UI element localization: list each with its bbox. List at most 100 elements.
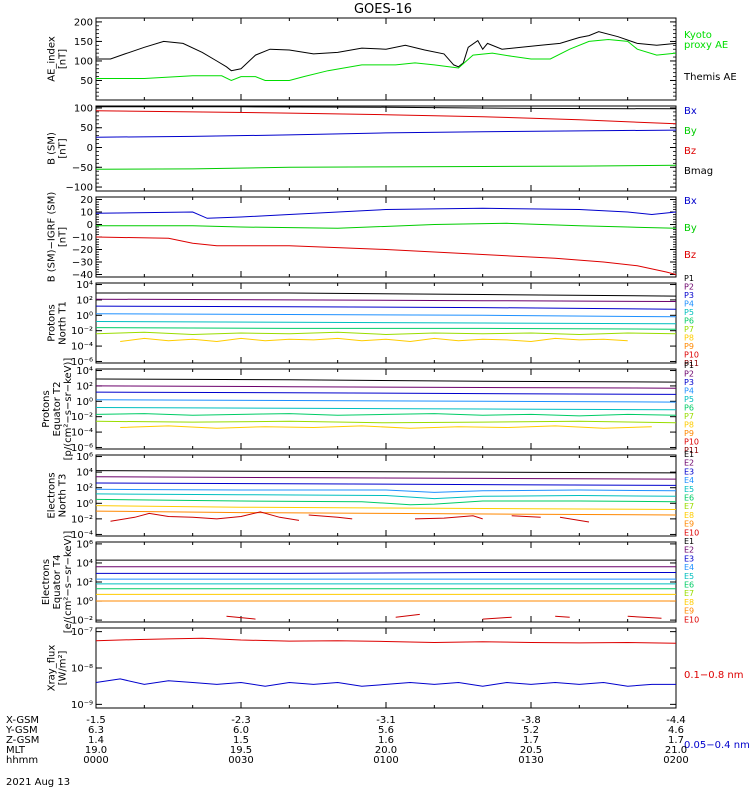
y-axis-label: North T3 (58, 474, 69, 518)
series-line-1 (95, 378, 677, 383)
y-axis-label: Protons (47, 304, 58, 341)
legend-entry: P7 (684, 325, 694, 334)
series-line-2 (95, 298, 677, 302)
series-line-3 (95, 391, 677, 395)
y-tick-label: 10⁴ (76, 280, 93, 291)
y-tick-label: 10⁻⁶ (71, 357, 93, 368)
footer-row-label: Z-GSM (6, 735, 39, 746)
legend-entry: 0.05−0.4 nm (684, 740, 750, 751)
legend-entry: P4 (684, 300, 694, 309)
legend-entry: proxy AE (684, 40, 728, 51)
series-line-7 (95, 505, 677, 510)
panel-frame (95, 541, 677, 623)
y-tick-label: 10⁻⁴ (71, 530, 93, 541)
legend-entry: P1 (684, 361, 694, 370)
series-line-1 (95, 207, 677, 219)
legend-entry: P2 (684, 283, 694, 292)
series-line-1 (96, 292, 677, 297)
legend-entry: P11 (684, 359, 699, 368)
legend-entry: Bmag (684, 166, 713, 177)
legend-entry: P3 (684, 291, 694, 300)
series-line-1 (95, 637, 677, 644)
y-axis-label: Equator T2 (52, 382, 63, 437)
series-line-8 (120, 425, 652, 429)
footer-value: -3.1 (376, 715, 396, 726)
series-line-9 (226, 615, 256, 620)
legend-entry: By (684, 223, 697, 234)
legend-entry: P11 (684, 446, 699, 455)
footer-row-label: X-GSM (6, 715, 39, 726)
y-tick-label: 150 (74, 37, 93, 48)
footer-value: 5.2 (523, 725, 539, 736)
legend-entry: P7 (684, 412, 694, 421)
legend-entry: Bz (684, 146, 696, 157)
y-tick-label: 10⁻⁷ (71, 627, 93, 638)
y-tick-label: 10² (76, 578, 93, 589)
series-line-13 (559, 516, 590, 523)
legend-entry: E8 (684, 598, 694, 607)
legend-entry: P5 (684, 395, 694, 404)
y-axis-label: B (SM)−IGRF (SM) (47, 192, 58, 283)
legend-entry: P6 (684, 317, 694, 326)
legend-entry: E4 (684, 563, 694, 572)
legend-entry: 0.1−0.8 nm (684, 670, 743, 681)
y-tick-label: 10⁶ (76, 452, 93, 463)
y-tick-label: 10⁻² (71, 412, 93, 423)
legend-entry: E3 (684, 554, 694, 563)
y-axis-label: B (SM) (47, 132, 58, 165)
series-line-1 (96, 106, 677, 110)
y-axis-label: North T1 (58, 301, 69, 345)
series-line-4 (95, 313, 677, 318)
chart-panel-5: 10⁴ 10² 10⁰ 10⁻² 10⁻⁴ 10⁻⁶ Protons Equator T2 [p… (41, 358, 699, 461)
y-axis-label: [W/m²] (58, 650, 69, 685)
footer-value: 4.6 (668, 725, 684, 736)
legend-entry: E1 (684, 450, 694, 459)
footer-value: 1.7 (668, 735, 684, 746)
footer-value: 0200 (663, 755, 688, 766)
series-line-3 (95, 236, 677, 275)
legend-entry: E10 (684, 528, 699, 537)
y-tick-label: 0 (87, 143, 93, 154)
y-tick-label: 0 (87, 220, 93, 231)
footer-value: 19.0 (85, 745, 107, 756)
footer-value: 0100 (373, 755, 398, 766)
series-line-5 (95, 407, 677, 411)
legend-entry: E7 (684, 589, 694, 598)
series-line-4 (95, 164, 677, 170)
y-axis-label: Equator T4 (52, 555, 63, 610)
series-line-3 (95, 482, 677, 486)
footer-value: 1.6 (378, 735, 394, 746)
series-line-7 (95, 420, 677, 424)
series-line-1 (96, 31, 677, 72)
series-line-8 (120, 337, 628, 343)
y-tick-label: −30 (72, 258, 93, 269)
footer-value: -1.5 (86, 715, 106, 726)
series-line-13 (627, 615, 662, 619)
footer-value: 19.5 (230, 745, 252, 756)
footer-row-label: MLT (6, 745, 26, 756)
legend-entry: P1 (684, 274, 694, 283)
series-line-3 (95, 305, 677, 310)
legend-entry: P5 (684, 308, 694, 317)
legend-entry: E5 (684, 572, 694, 581)
legend-entry: P9 (684, 342, 694, 351)
series-line-12 (511, 515, 541, 518)
chart-panel-7: 10⁶ 10⁴ 10² 10⁰ 10⁻² Electrons Equator T4 [e/(c… (41, 531, 699, 634)
y-tick-label: 10⁰ (76, 597, 93, 608)
footer-value: 6.3 (88, 725, 104, 736)
y-axis-label: Electrons (41, 559, 52, 605)
panel-frame (95, 627, 677, 709)
footer-value: 20.0 (375, 745, 397, 756)
y-tick-label: 10⁴ (76, 468, 93, 479)
y-tick-label: 50 (80, 76, 93, 87)
legend-entry: E4 (684, 476, 694, 485)
series-line-8 (95, 510, 677, 516)
footer-row-label: Y-GSM (5, 725, 38, 736)
y-tick-label: 10⁰ (76, 311, 93, 322)
panel-frame (95, 17, 677, 101)
series-line-2 (95, 678, 676, 687)
series-line-4 (95, 488, 677, 493)
